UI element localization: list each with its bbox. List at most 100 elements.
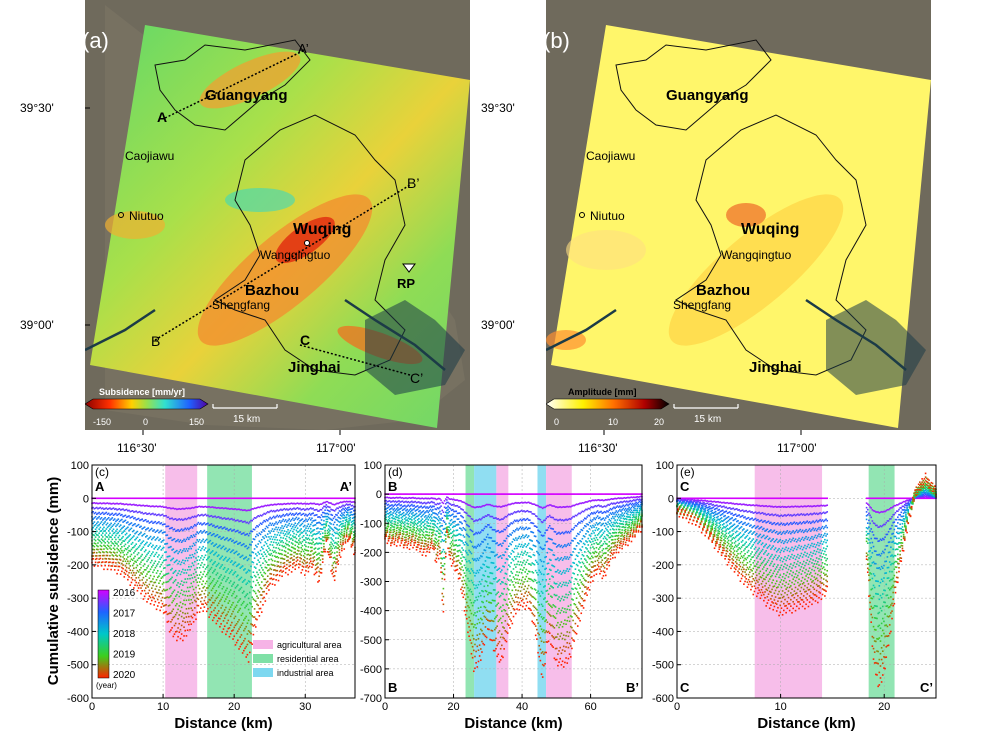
data-point bbox=[135, 518, 138, 521]
data-point bbox=[121, 549, 123, 552]
data-point bbox=[546, 504, 549, 507]
data-point bbox=[259, 564, 262, 567]
data-point bbox=[351, 542, 354, 545]
data-point bbox=[170, 595, 172, 597]
data-point bbox=[601, 518, 604, 520]
data-point bbox=[400, 497, 403, 499]
data-point bbox=[325, 504, 328, 506]
data-point bbox=[160, 497, 163, 500]
data-point bbox=[537, 574, 539, 576]
data-point bbox=[268, 524, 270, 527]
data-point bbox=[348, 533, 350, 536]
data-point bbox=[409, 504, 412, 507]
data-point bbox=[464, 520, 467, 523]
data-point bbox=[294, 536, 297, 538]
data-point bbox=[189, 586, 191, 589]
data-point bbox=[127, 541, 129, 544]
data-point bbox=[349, 534, 352, 536]
data-point bbox=[142, 565, 145, 567]
data-point bbox=[95, 534, 98, 536]
data-point bbox=[284, 523, 287, 526]
data-point bbox=[185, 590, 188, 593]
data-point bbox=[174, 631, 177, 633]
data-point bbox=[439, 517, 441, 520]
data-point bbox=[572, 540, 574, 542]
data-point bbox=[315, 527, 318, 530]
data-point bbox=[425, 518, 427, 521]
data-point bbox=[135, 566, 138, 569]
data-point bbox=[589, 525, 592, 527]
data-point bbox=[497, 517, 500, 520]
data-point bbox=[177, 497, 179, 500]
data-point bbox=[172, 616, 175, 619]
data-point bbox=[217, 617, 220, 620]
data-point bbox=[318, 531, 320, 533]
data-point bbox=[318, 521, 320, 524]
data-point bbox=[124, 543, 127, 546]
data-point bbox=[548, 514, 551, 517]
data-point bbox=[196, 506, 198, 509]
data-point bbox=[143, 519, 146, 522]
data-point bbox=[140, 572, 142, 574]
data-point bbox=[176, 497, 178, 500]
data-point bbox=[341, 549, 343, 552]
data-point bbox=[330, 553, 332, 555]
data-point bbox=[561, 519, 564, 521]
data-point bbox=[315, 503, 318, 505]
data-point bbox=[128, 515, 130, 517]
colorbar-tick-a-2: 150 bbox=[189, 417, 204, 427]
data-point bbox=[624, 504, 627, 507]
data-point bbox=[123, 509, 126, 512]
data-point bbox=[146, 528, 148, 530]
data-point bbox=[554, 570, 557, 573]
data-point bbox=[260, 531, 263, 533]
data-point bbox=[259, 533, 262, 536]
data-point bbox=[580, 493, 583, 495]
data-point bbox=[219, 625, 221, 628]
data-point bbox=[505, 516, 508, 518]
data-point bbox=[223, 548, 226, 551]
data-point bbox=[191, 577, 194, 579]
data-point bbox=[116, 519, 118, 522]
series-epoch-7 bbox=[384, 508, 643, 594]
data-point bbox=[562, 532, 565, 535]
data-point bbox=[526, 536, 529, 539]
data-point bbox=[278, 497, 281, 500]
data-point bbox=[241, 622, 244, 625]
data-point bbox=[167, 612, 170, 615]
data-point bbox=[250, 530, 252, 532]
data-point bbox=[136, 511, 139, 514]
data-point bbox=[231, 540, 233, 543]
data-point bbox=[312, 563, 314, 566]
data-point bbox=[565, 582, 567, 584]
data-point bbox=[443, 493, 446, 495]
data-point bbox=[573, 504, 576, 507]
data-point bbox=[204, 589, 207, 592]
data-point bbox=[194, 523, 196, 526]
data-point bbox=[301, 565, 304, 567]
data-point bbox=[561, 493, 564, 495]
data-point bbox=[327, 534, 330, 536]
data-point bbox=[574, 558, 577, 561]
data-point bbox=[386, 520, 389, 522]
data-point bbox=[465, 512, 468, 515]
data-point bbox=[496, 581, 498, 583]
data-point bbox=[147, 512, 149, 515]
data-point bbox=[296, 502, 299, 504]
data-point bbox=[307, 503, 310, 505]
data-point bbox=[275, 551, 277, 554]
data-point bbox=[299, 520, 301, 522]
data-point bbox=[339, 501, 342, 503]
data-point bbox=[386, 496, 389, 499]
data-point bbox=[505, 537, 508, 540]
data-point bbox=[523, 528, 525, 531]
data-point bbox=[517, 520, 519, 523]
data-point bbox=[398, 514, 400, 517]
data-point bbox=[253, 574, 256, 577]
data-point bbox=[100, 542, 103, 544]
data-point bbox=[576, 513, 579, 516]
data-point bbox=[178, 560, 181, 563]
data-point bbox=[560, 519, 563, 522]
data-point bbox=[159, 497, 161, 500]
data-point bbox=[210, 506, 213, 508]
